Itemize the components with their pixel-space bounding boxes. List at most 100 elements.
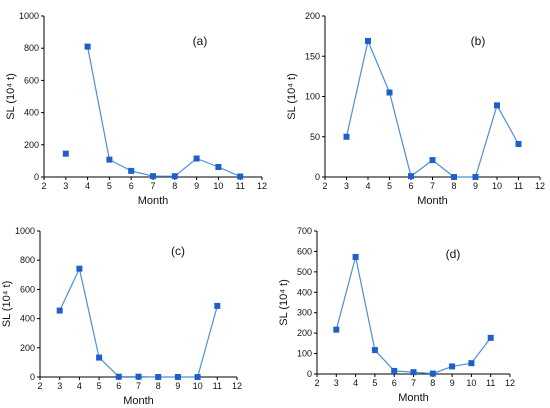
x-tick-label: 7 xyxy=(411,378,416,388)
y-tick-label: 50 xyxy=(310,132,320,142)
x-tick-label: 6 xyxy=(408,181,413,191)
x-tick-label: 2 xyxy=(37,381,42,391)
x-tick-label: 8 xyxy=(156,381,161,391)
x-tick-label: 8 xyxy=(451,181,456,191)
y-tick-label: 200 xyxy=(305,11,320,21)
data-point-marker xyxy=(352,253,359,260)
x-tick-label: 2 xyxy=(41,181,46,191)
chart-panel-2: 0 50 100 150 200 2 3 4 5 6 7 8 9 10 11 12 Month SL (10⁴ t… xyxy=(286,11,545,207)
x-tick-label: 12 xyxy=(535,181,545,191)
data-point-marker xyxy=(343,133,350,140)
panel-label: (d) xyxy=(446,247,461,261)
data-point-marker xyxy=(194,374,201,380)
y-tick-label: 500 xyxy=(297,267,312,277)
y-tick-label: 100 xyxy=(305,92,320,102)
x-tick-label: 6 xyxy=(129,181,134,191)
data-point-marker xyxy=(449,363,456,370)
x-tick-label: 11 xyxy=(236,181,245,191)
x-tick-label: 4 xyxy=(353,378,358,388)
x-tick-label: 9 xyxy=(175,381,180,391)
panel-label: (b) xyxy=(471,34,486,48)
data-point-marker xyxy=(214,302,221,309)
data-point-marker xyxy=(494,102,500,109)
x-axis-title: Month xyxy=(398,392,429,404)
series-line xyxy=(345,39,520,178)
x-tick-label: 6 xyxy=(392,378,397,388)
data-point-marker xyxy=(106,156,113,163)
y-tick-label: 800 xyxy=(20,255,35,265)
data-point-marker xyxy=(429,370,436,377)
x-tick-label: 11 xyxy=(213,381,222,391)
y-axis-title: SL (10⁴ t) xyxy=(286,73,298,120)
data-point-marker xyxy=(56,307,63,314)
data-point-marker xyxy=(135,373,142,380)
x-tick-label: 10 xyxy=(492,181,502,191)
x-tick-label: 3 xyxy=(334,378,339,388)
x-tick-label: 8 xyxy=(172,181,177,191)
data-point-marker xyxy=(215,164,222,171)
x-tick-label: 3 xyxy=(63,181,68,191)
y-tick-label: 0 xyxy=(315,172,320,182)
y-tick-label: 600 xyxy=(20,284,35,294)
x-tick-label: 12 xyxy=(257,181,267,191)
x-tick-label: 10 xyxy=(193,381,203,391)
y-tick-label: 400 xyxy=(297,287,312,297)
y-axis-title: SL (10⁴ t) xyxy=(5,73,17,120)
data-point-marker xyxy=(174,374,181,380)
data-point-marker xyxy=(150,173,156,180)
y-tick-label: 100 xyxy=(297,349,312,359)
x-tick-label: 10 xyxy=(213,181,223,191)
data-point-marker xyxy=(76,265,83,272)
y-tick-label: 0 xyxy=(307,369,312,379)
panel-label: (c) xyxy=(171,244,185,258)
x-tick-label: 2 xyxy=(314,378,319,388)
x-axis-title: Month xyxy=(138,195,169,207)
data-point-marker xyxy=(62,150,69,157)
data-point-marker xyxy=(155,374,162,380)
x-tick-label: 5 xyxy=(97,381,102,391)
series-line xyxy=(59,266,218,378)
y-tick-label: 400 xyxy=(20,314,35,324)
y-tick-label: 800 xyxy=(24,43,39,53)
y-tick-label: 0 xyxy=(30,372,35,382)
x-tick-label: 7 xyxy=(150,181,155,191)
data-point-marker xyxy=(472,174,479,180)
x-tick-label: 3 xyxy=(57,381,62,391)
y-tick-label: 600 xyxy=(297,246,312,256)
data-point-marker xyxy=(237,173,244,180)
x-tick-label: 12 xyxy=(232,381,242,391)
data-point-marker xyxy=(171,173,178,180)
chart-panel-4: 0 100 200 300 400 500 600 700 2 3 4 5 6 7 8 9 10 11 12 Mont… xyxy=(278,226,515,404)
y-tick-label: 200 xyxy=(24,140,39,150)
x-tick-label: 10 xyxy=(466,378,476,388)
data-point-marker xyxy=(371,347,378,354)
y-tick-label: 0 xyxy=(34,172,39,182)
x-tick-label: 6 xyxy=(116,381,121,391)
y-tick-label: 600 xyxy=(24,75,39,85)
x-tick-label: 4 xyxy=(77,381,82,391)
x-axis-title: Month xyxy=(123,395,154,407)
data-point-marker xyxy=(365,37,371,44)
y-tick-label: 200 xyxy=(297,328,312,338)
x-tick-label: 11 xyxy=(514,181,523,191)
x-tick-label: 9 xyxy=(450,378,455,388)
data-point-marker xyxy=(408,173,414,180)
y-tick-label: 1000 xyxy=(15,226,35,236)
y-tick-label: 300 xyxy=(297,308,312,318)
chart-panel-1: 0 200 400 600 800 1000 2 3 4 5 6 7 8 9 10 11 12 Month SL (… xyxy=(5,11,267,207)
y-tick-label: 400 xyxy=(24,108,39,118)
y-tick-label: 150 xyxy=(305,51,320,61)
data-point-marker xyxy=(451,174,457,180)
data-point-marker xyxy=(193,155,200,162)
x-tick-label: 12 xyxy=(505,378,515,388)
series-line xyxy=(87,46,241,178)
data-point-marker xyxy=(429,157,436,164)
y-tick-label: 700 xyxy=(297,226,312,236)
data-point-marker xyxy=(96,354,103,361)
data-point-marker xyxy=(333,326,340,333)
data-point-marker xyxy=(487,334,494,341)
y-axis-title: SL (10⁴ t) xyxy=(278,279,290,326)
y-axis-title: SL (10⁴ t) xyxy=(1,281,13,328)
x-tick-label: 5 xyxy=(372,378,377,388)
data-point-marker xyxy=(386,89,393,96)
